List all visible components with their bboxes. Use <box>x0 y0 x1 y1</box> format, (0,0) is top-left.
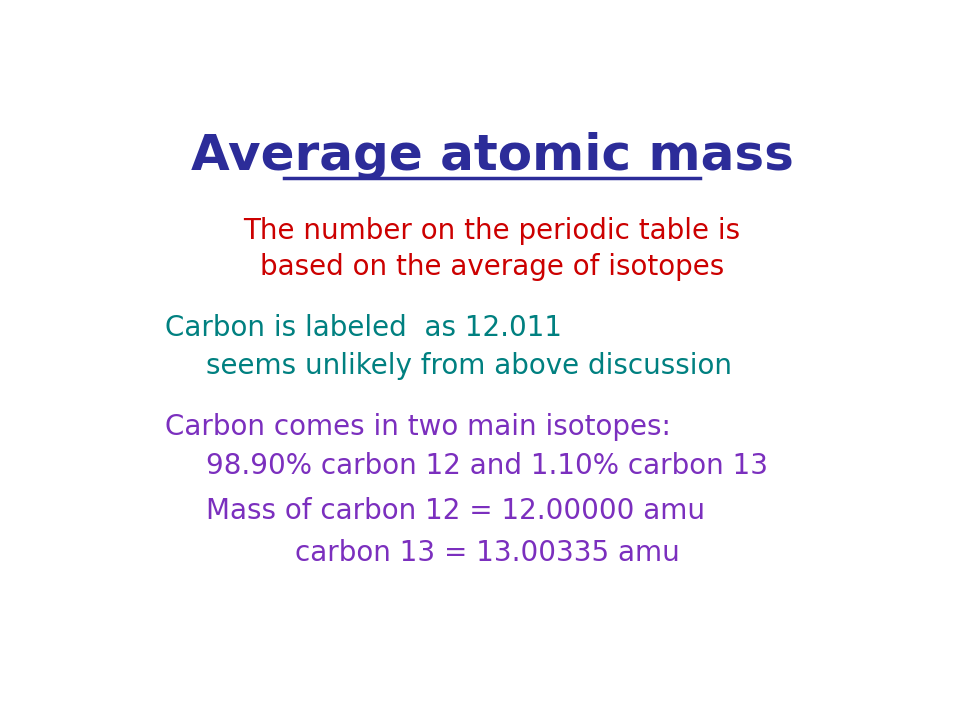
Text: Carbon is labeled  as 12.011: Carbon is labeled as 12.011 <box>165 314 562 341</box>
Text: seems unlikely from above discussion: seems unlikely from above discussion <box>205 352 732 380</box>
Text: carbon 13 = 13.00335 amu: carbon 13 = 13.00335 amu <box>295 539 680 567</box>
Text: 98.90% carbon 12 and 1.10% carbon 13: 98.90% carbon 12 and 1.10% carbon 13 <box>205 452 768 480</box>
Text: Average atomic mass: Average atomic mass <box>191 132 793 180</box>
Text: Carbon comes in two main isotopes:: Carbon comes in two main isotopes: <box>165 413 670 441</box>
Text: The number on the periodic table is: The number on the periodic table is <box>244 217 740 245</box>
Text: Mass of carbon 12 = 12.00000 amu: Mass of carbon 12 = 12.00000 amu <box>205 497 705 524</box>
Text: based on the average of isotopes: based on the average of isotopes <box>260 253 724 281</box>
